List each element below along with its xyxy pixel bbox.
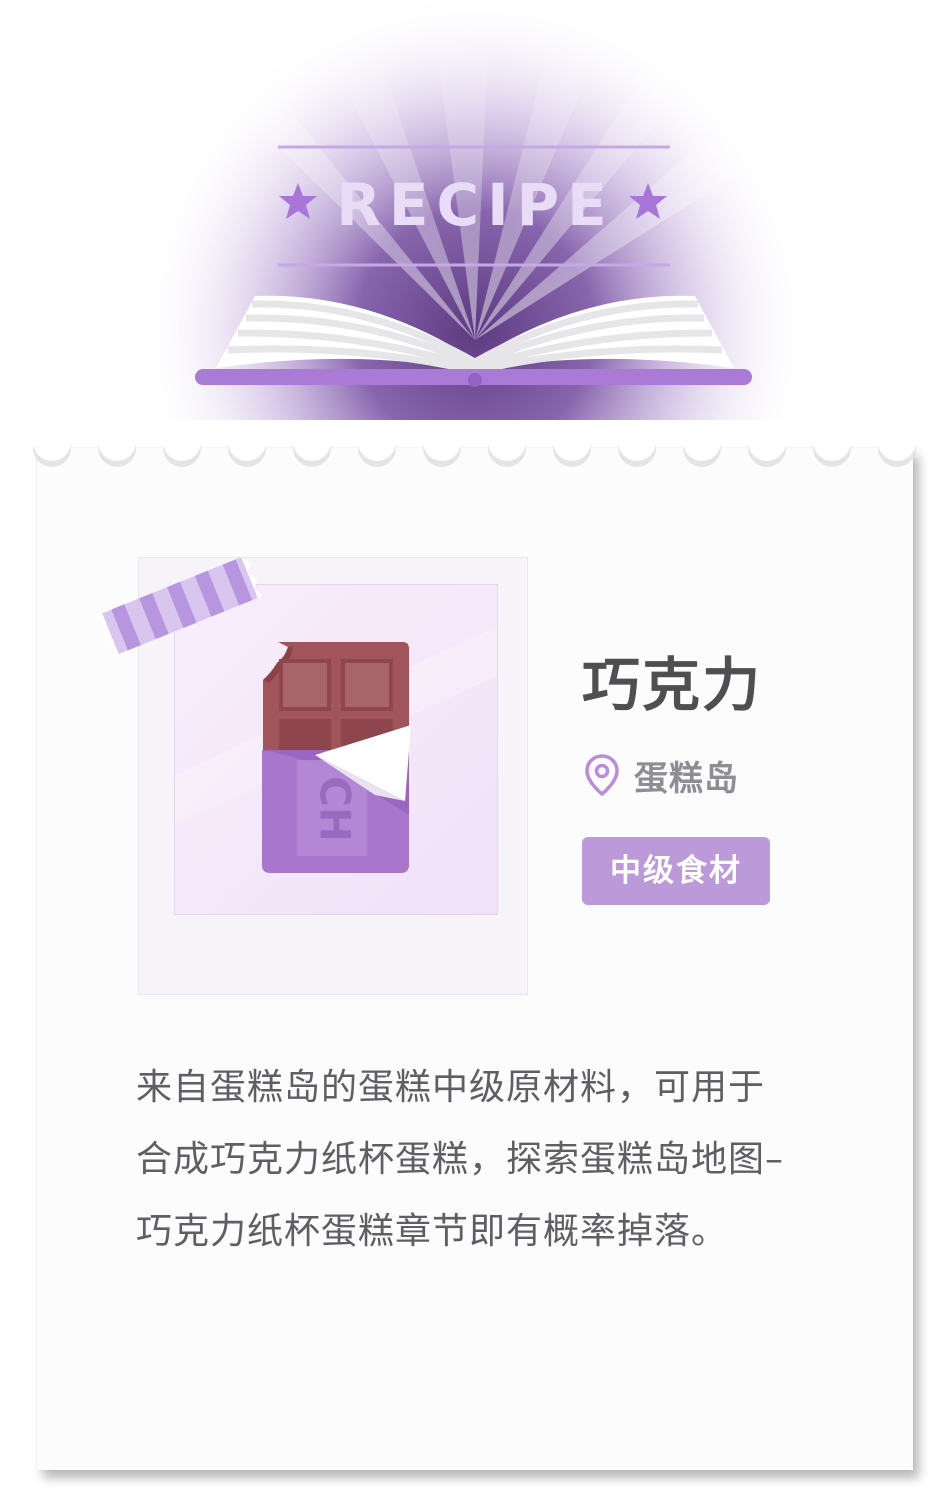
star-icon-left	[279, 183, 317, 219]
location-label: 蛋糕岛	[634, 758, 739, 799]
map-pin-icon	[585, 754, 619, 797]
recipe-title: RECIPE	[336, 171, 615, 239]
wrapper-label: CH	[311, 776, 360, 842]
ingredient-name: 巧克力	[582, 651, 763, 719]
recipe-header: RECIPE	[0, 0, 951, 420]
card-scalloped-edge	[33, 436, 916, 467]
ingredient-tier-badge: 中级食材	[582, 837, 770, 905]
washi-tape	[99, 557, 264, 657]
open-book-icon	[195, 295, 752, 387]
recipe-header-art	[95, 0, 870, 420]
ingredient-location: 蛋糕岛	[584, 752, 739, 799]
chocolate-bar-icon: CH	[175, 625, 497, 873]
ingredient-image: CH	[174, 584, 498, 915]
star-icon-right	[629, 183, 667, 219]
ingredient-description: 来自蛋糕岛的蛋糕中级原材料，可用于合成巧克力纸杯蛋糕，探索蛋糕岛地图–巧克力纸杯…	[136, 1067, 785, 1252]
